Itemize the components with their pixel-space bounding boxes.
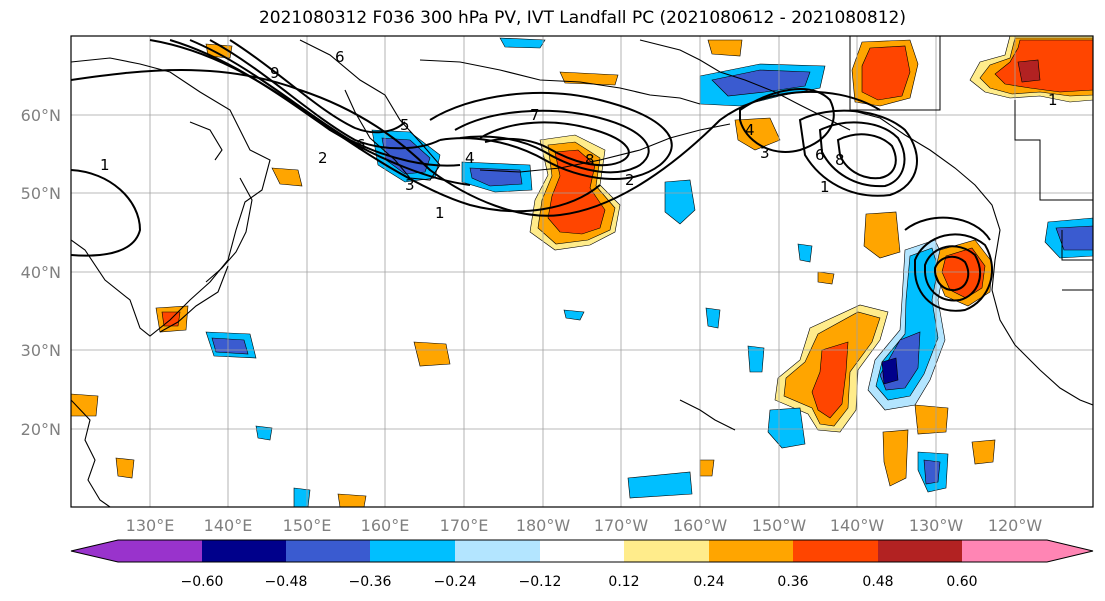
longitude-labels: 130°E 140°E 150°E 160°E 170°E 180°W 170°… xyxy=(126,516,1043,535)
colorbar-tick-label: −0.48 xyxy=(265,574,308,590)
colorbar-cell xyxy=(793,540,878,562)
lon-label: 130°W xyxy=(909,516,964,535)
colorbar-tick-label: 0.24 xyxy=(693,574,724,590)
contour-label: 1 xyxy=(100,156,110,174)
contour-label: 4 xyxy=(745,121,755,139)
lat-label: 30°N xyxy=(21,341,61,360)
contour-label: 2 xyxy=(625,171,635,189)
pv-contours xyxy=(71,39,994,312)
lat-label: 40°N xyxy=(21,263,61,282)
colorbar-cell xyxy=(455,540,540,562)
colorbar-cell xyxy=(286,540,370,562)
colorbar-tick-label: −0.12 xyxy=(519,574,562,590)
colorbar-cell xyxy=(540,540,624,562)
colorbar-cell xyxy=(624,540,709,562)
lon-label: 130°E xyxy=(126,516,175,535)
map-panel: 1 2 3 4 5 6 7 8 9 1 2 3 4 6 8 1 6 1 xyxy=(71,36,1093,507)
lon-label: 160°E xyxy=(361,516,410,535)
lon-label: 170°E xyxy=(440,516,489,535)
contour-label: 3 xyxy=(405,176,415,194)
colorbar-cell xyxy=(878,540,962,562)
lon-label: 120°W xyxy=(988,516,1043,535)
colorbar-tick-label: −0.24 xyxy=(434,574,477,590)
lon-label: 160°W xyxy=(673,516,728,535)
borders xyxy=(849,36,1093,291)
colorbar: −0.60 −0.48 −0.36 −0.24 −0.12 0.12 0.24 … xyxy=(70,539,1094,590)
lat-label: 60°N xyxy=(21,106,61,125)
contour-label: 6 xyxy=(815,146,825,164)
colorbar-cell xyxy=(709,540,793,562)
colorbar-tick-label: 0.48 xyxy=(862,574,893,590)
colorbar-tick-label: 0.60 xyxy=(946,574,977,590)
contour-label: 1 xyxy=(1048,91,1058,109)
graticule xyxy=(71,36,1093,507)
contour-label: 7 xyxy=(530,106,540,124)
colorbar-outline xyxy=(70,539,1094,563)
lon-label: 150°W xyxy=(752,516,807,535)
contour-label: 1 xyxy=(435,204,445,222)
contour-label: 6 xyxy=(335,48,345,66)
latitude-labels: 60°N 50°N 40°N 30°N 20°N xyxy=(21,106,61,439)
map-title: 2021080312 F036 300 hPa PV, IVT Landfall… xyxy=(258,8,906,28)
colorbar-tick-label: 0.12 xyxy=(608,574,639,590)
contour-label: 1 xyxy=(820,178,830,196)
lon-label: 170°W xyxy=(594,516,649,535)
contour-label: 8 xyxy=(585,151,595,169)
contour-label: 3 xyxy=(760,144,770,162)
contour-label: 4 xyxy=(465,149,475,167)
contour-label: 8 xyxy=(835,151,845,169)
contour-label: 2 xyxy=(318,149,328,167)
lon-label: 150°E xyxy=(283,516,332,535)
contour-label: 9 xyxy=(270,64,280,82)
anomaly-shading xyxy=(71,36,1093,507)
colorbar-cell xyxy=(962,540,1047,562)
contour-label: 5 xyxy=(400,116,410,134)
lat-label: 50°N xyxy=(21,184,61,203)
lon-label: 140°E xyxy=(204,516,253,535)
contour-labels: 1 2 3 4 5 6 7 8 9 1 2 3 4 6 8 1 6 1 xyxy=(100,48,1058,222)
colorbar-extend-max xyxy=(1047,540,1093,562)
colorbar-cell xyxy=(202,540,286,562)
colorbar-cell xyxy=(118,540,202,562)
colorbar-cell xyxy=(370,540,455,562)
contour-label: 6 xyxy=(356,136,366,154)
colorbar-tick-label: −0.60 xyxy=(181,574,224,590)
colorbar-extend-min xyxy=(71,540,118,562)
map-frame xyxy=(70,35,1094,508)
colorbar-tick-label: −0.36 xyxy=(349,574,392,590)
lon-label: 180°W xyxy=(516,516,571,535)
coastlines xyxy=(71,39,1093,507)
colorbar-tick-label: 0.36 xyxy=(777,574,808,590)
lat-label: 20°N xyxy=(21,420,61,439)
lon-label: 140°W xyxy=(830,516,885,535)
